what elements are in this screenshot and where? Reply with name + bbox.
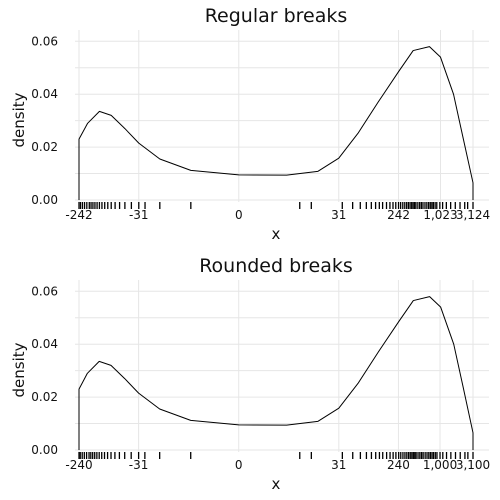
x-tick-label: 240 (387, 458, 410, 472)
y-tick-label: 0.00 (31, 193, 58, 207)
chart-title: Regular breaks (205, 5, 348, 27)
x-tick-label: 1,023 (423, 208, 457, 222)
x-tick-label: -240 (65, 458, 92, 472)
y-axis-label: density (10, 92, 28, 147)
x-tick-label: 0 (235, 208, 243, 222)
x-tick-label: 3,124 (456, 208, 490, 222)
x-tick-label: 0 (235, 458, 243, 472)
x-tick-label: 242 (387, 208, 410, 222)
chart-title: Rounded breaks (199, 255, 353, 277)
y-tick-label: 0.04 (31, 87, 58, 101)
x-axis-label: x (272, 475, 281, 493)
y-tick-label: 0.00 (31, 443, 58, 457)
x-tick-label: -31 (129, 208, 149, 222)
panel-rounded-breaks: Rounded breaks density x 0.00 0.02 0.04 0.0… (10, 255, 490, 493)
y-tick-label: 0.06 (31, 34, 58, 48)
panel-regular-breaks: Regular breaks density x 0.00 0.02 0.04 0.0… (10, 5, 490, 243)
x-axis-label: x (272, 225, 281, 243)
x-tick-label: 3,100 (456, 458, 490, 472)
y-tick-label: 0.04 (31, 337, 58, 351)
density-curve (78, 46, 474, 200)
x-tick-label: 31 (331, 458, 346, 472)
y-tick-label: 0.02 (31, 140, 58, 154)
y-tick-label: 0.02 (31, 390, 58, 404)
x-tick-label: 1,000 (423, 458, 457, 472)
x-tick-label: -31 (129, 458, 149, 472)
y-tick-label: 0.06 (31, 284, 58, 298)
x-tick-label: 31 (331, 208, 346, 222)
y-axis-label: density (10, 342, 28, 397)
density-curve (78, 296, 474, 450)
x-tick-label: -242 (65, 208, 92, 222)
